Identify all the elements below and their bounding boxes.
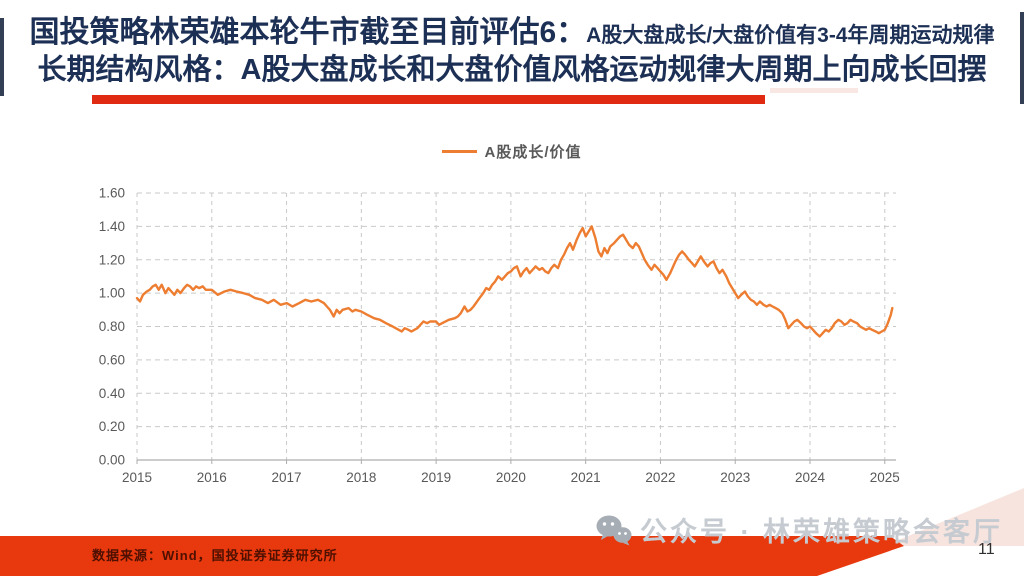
svg-text:2022: 2022 (645, 470, 675, 485)
title-line-1-sub: A股大盘成长/大盘价值有3-4年周期运动规律 (586, 24, 995, 47)
svg-text:1.00: 1.00 (99, 286, 125, 301)
page-title: 国投策略林荣雄本轮牛市截至目前评估6：A股大盘成长/大盘价值有3-4年周期运动规… (8, 14, 1016, 87)
title-line-2: 长期结构风格：A股大盘成长和大盘价值风格运动规律大周期上向成长回摆 (37, 53, 987, 86)
svg-text:2020: 2020 (496, 470, 526, 485)
svg-text:0.00: 0.00 (99, 453, 125, 468)
svg-text:1.60: 1.60 (99, 186, 125, 201)
svg-text:2023: 2023 (720, 470, 750, 485)
page-number: 11 (978, 541, 995, 558)
title-accent-underline-faint (770, 88, 858, 93)
chart-legend: A股成长/价值 (0, 141, 1024, 162)
svg-text:2015: 2015 (122, 470, 152, 485)
svg-text:0.80: 0.80 (99, 319, 125, 334)
wechat-icon (596, 515, 632, 545)
title-line-1: 国投策略林荣雄本轮牛市截至目前评估6：A股大盘成长/大盘价值有3-4年周期运动规… (8, 14, 1016, 52)
svg-text:2018: 2018 (346, 470, 376, 485)
title-accent-underline (92, 95, 765, 104)
svg-text:2016: 2016 (197, 470, 227, 485)
watermark: 公众号 · 林荣雄策略会客厅 (596, 510, 1003, 549)
watermark-text: 公众号 · 林荣雄策略会客厅 (640, 517, 1003, 547)
left-edge-accent-bar (0, 18, 4, 96)
legend-line-swatch (442, 150, 478, 153)
svg-text:2024: 2024 (795, 470, 826, 485)
svg-text:2025: 2025 (870, 470, 900, 485)
svg-text:2019: 2019 (421, 470, 451, 485)
svg-text:2017: 2017 (272, 470, 302, 485)
data-source-note: 数据来源：Wind，国投证券证券研究所 (92, 548, 338, 563)
growth-value-ratio-line-chart: 0.00 0.20 0.40 0.60 0.80 1.00 1.20 1.40 1.60 2015… (99, 186, 900, 486)
right-edge-accent-bar (1020, 12, 1024, 104)
svg-text:2021: 2021 (571, 470, 601, 485)
svg-text:1.20: 1.20 (99, 252, 125, 267)
legend-label: A股成长/价值 (484, 144, 582, 161)
svg-text:0.40: 0.40 (99, 386, 125, 401)
footer-pink-triangle (884, 488, 1024, 546)
title-line-1-main: 国投策略林荣雄本轮牛市截至目前评估6： (29, 16, 587, 49)
svg-text:1.40: 1.40 (99, 219, 125, 234)
footer-art (0, 488, 1024, 576)
svg-text:0.60: 0.60 (99, 352, 125, 367)
svg-text:0.20: 0.20 (99, 419, 125, 434)
footer-red-band (0, 536, 904, 576)
